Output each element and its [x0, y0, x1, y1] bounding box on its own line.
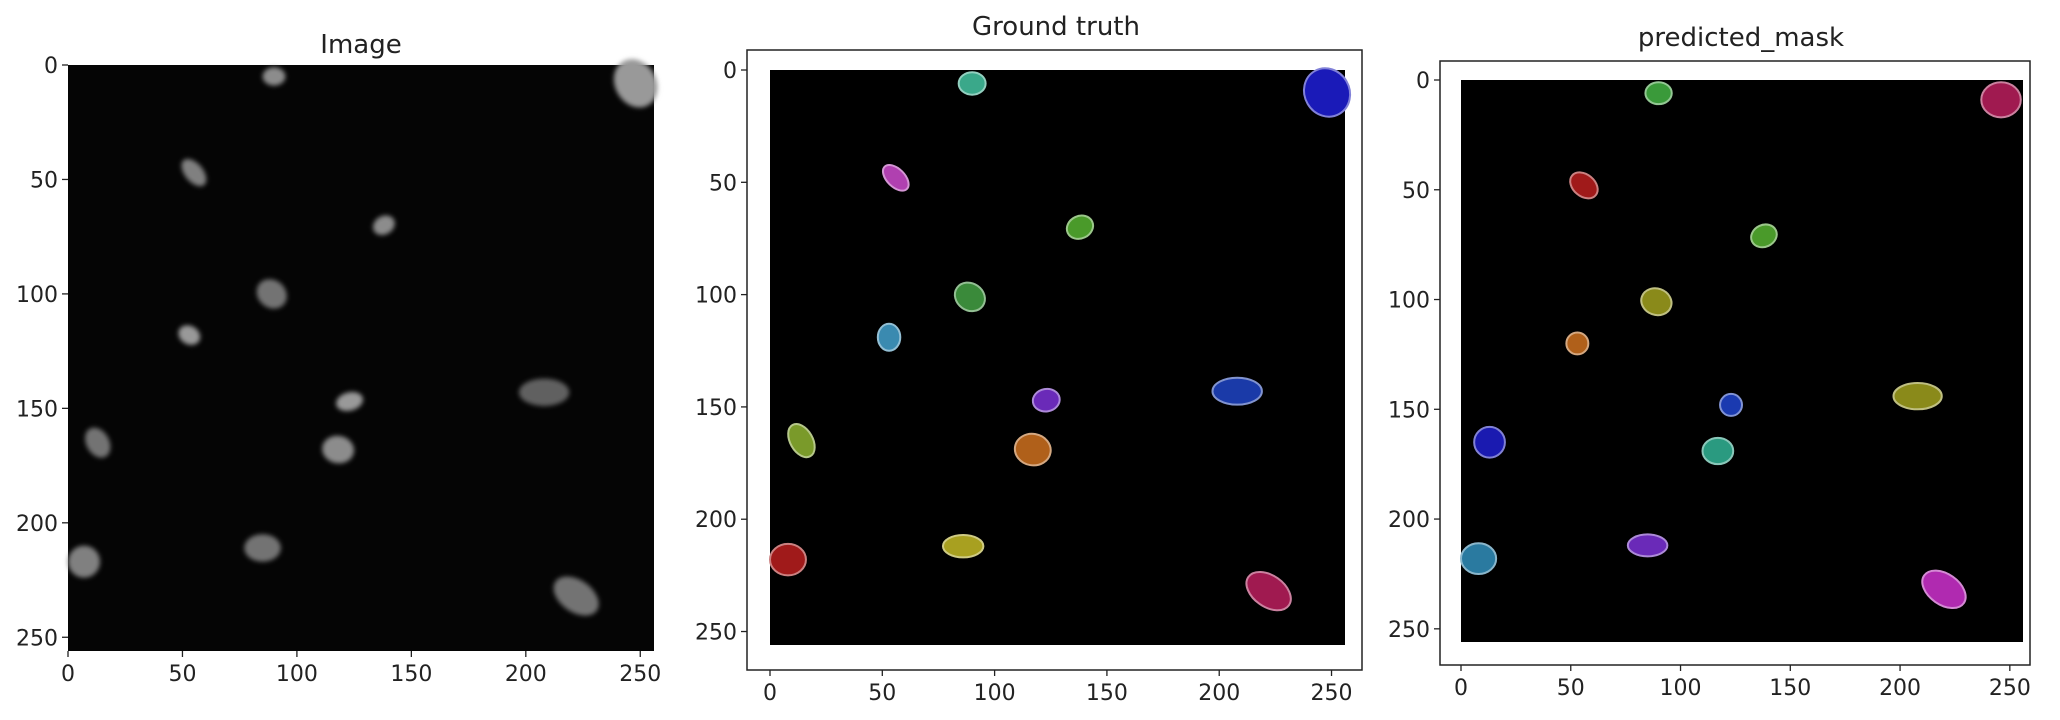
nucleus: [178, 325, 201, 345]
y-tick-label: 100: [16, 283, 58, 308]
panel-title: Image: [320, 30, 401, 60]
segmentation-object: [1565, 331, 1590, 356]
nucleus: [181, 158, 207, 187]
nucleus: [518, 378, 570, 407]
x-tick-label: 150: [1769, 676, 1811, 701]
segmentation-object: [1701, 436, 1735, 466]
x-tick-label: 100: [974, 681, 1016, 706]
nucleus: [68, 545, 101, 578]
y-tick-label: 150: [695, 396, 737, 421]
x-tick-label: 50: [168, 662, 196, 687]
y-tick-label: 200: [695, 508, 737, 533]
segmentation-object: [1460, 542, 1498, 575]
x-tick-label: 200: [505, 662, 547, 687]
segmentation-object: [787, 423, 816, 459]
segmentation-object: [1921, 569, 1967, 610]
nucleus: [553, 576, 599, 616]
panel-predicted-mask: predicted_mask 0 50 100 150 200 250 0 50 100 150 2…: [1388, 23, 2031, 701]
segmentation-object: [1626, 533, 1669, 558]
segmentation-object: [1569, 171, 1599, 200]
y-tick-label: 50: [1402, 179, 1430, 204]
nucleus: [613, 59, 658, 108]
segmentation-object: [876, 322, 902, 352]
x-tick-label: 250: [1989, 676, 2031, 701]
segmentation-object: [1640, 287, 1673, 317]
segmentation-object: [1211, 376, 1263, 406]
segmentation-object: [881, 164, 910, 192]
y-tick-label: 150: [16, 397, 58, 422]
nucleus: [256, 279, 287, 309]
x-tick-label: 100: [1660, 676, 1702, 701]
nucleus: [372, 215, 395, 236]
x-tick-label: 0: [763, 681, 777, 706]
panel-title: Ground truth: [972, 12, 1140, 42]
segmentation-object: [1031, 387, 1061, 413]
x-tick-label: 150: [390, 662, 432, 687]
x-tick-label: 200: [1879, 676, 1921, 701]
y-tick-label: 0: [44, 54, 58, 79]
segmentation-object: [1473, 425, 1506, 459]
segmentation-object: [1013, 432, 1052, 467]
nucleus: [336, 391, 364, 412]
x-tick-label: 0: [61, 662, 75, 687]
nucleus: [322, 435, 355, 464]
segmentation-object: [1065, 214, 1095, 240]
segmentation-object: [1892, 381, 1943, 411]
mask-area: [1461, 80, 2023, 642]
segmentation-object: [957, 71, 987, 96]
image-area: [68, 65, 654, 651]
panel-title: predicted_mask: [1638, 23, 1844, 53]
segmentation-object: [941, 533, 985, 559]
axes-frame: [746, 49, 1363, 671]
segmentation-object: [1245, 570, 1292, 612]
nucleus: [262, 67, 286, 86]
segmentation-object: [1644, 81, 1673, 106]
y-tick-label: 50: [709, 171, 737, 196]
segmentation-object: [1980, 81, 2022, 119]
x-tick-label: 200: [1198, 681, 1240, 706]
nucleus: [85, 427, 111, 458]
segmentation-object: [1750, 223, 1778, 249]
x-tick-label: 0: [1454, 676, 1468, 701]
mask-area: [770, 70, 1345, 645]
panel-ground-truth: Ground truth 0 50 100 150 200 250 0 50 100 150 200…: [695, 12, 1363, 706]
y-tick-label: 100: [695, 284, 737, 309]
y-tick-label: 200: [16, 512, 58, 537]
y-tick-label: 150: [1388, 398, 1430, 423]
x-tick-label: 250: [619, 662, 661, 687]
x-tick-label: 250: [1311, 681, 1353, 706]
segmentation-object: [769, 542, 807, 577]
x-tick-label: 50: [1557, 676, 1585, 701]
y-tick-label: 50: [30, 168, 58, 193]
x-tick-label: 100: [276, 662, 318, 687]
y-tick-label: 100: [1388, 289, 1430, 314]
y-tick-label: 0: [1416, 69, 1430, 94]
segmentation-object: [1302, 67, 1352, 118]
x-tick-label: 50: [868, 681, 896, 706]
y-tick-label: 250: [695, 621, 737, 646]
y-tick-label: 250: [16, 626, 58, 651]
y-tick-label: 250: [1388, 618, 1430, 643]
axes-frame: [1439, 60, 2031, 666]
segmentation-object: [953, 281, 986, 313]
y-tick-label: 0: [723, 59, 737, 84]
nucleus: [244, 534, 281, 562]
y-tick-label: 200: [1388, 508, 1430, 533]
x-tick-label: 150: [1086, 681, 1128, 706]
segmentation-object: [1719, 392, 1743, 417]
